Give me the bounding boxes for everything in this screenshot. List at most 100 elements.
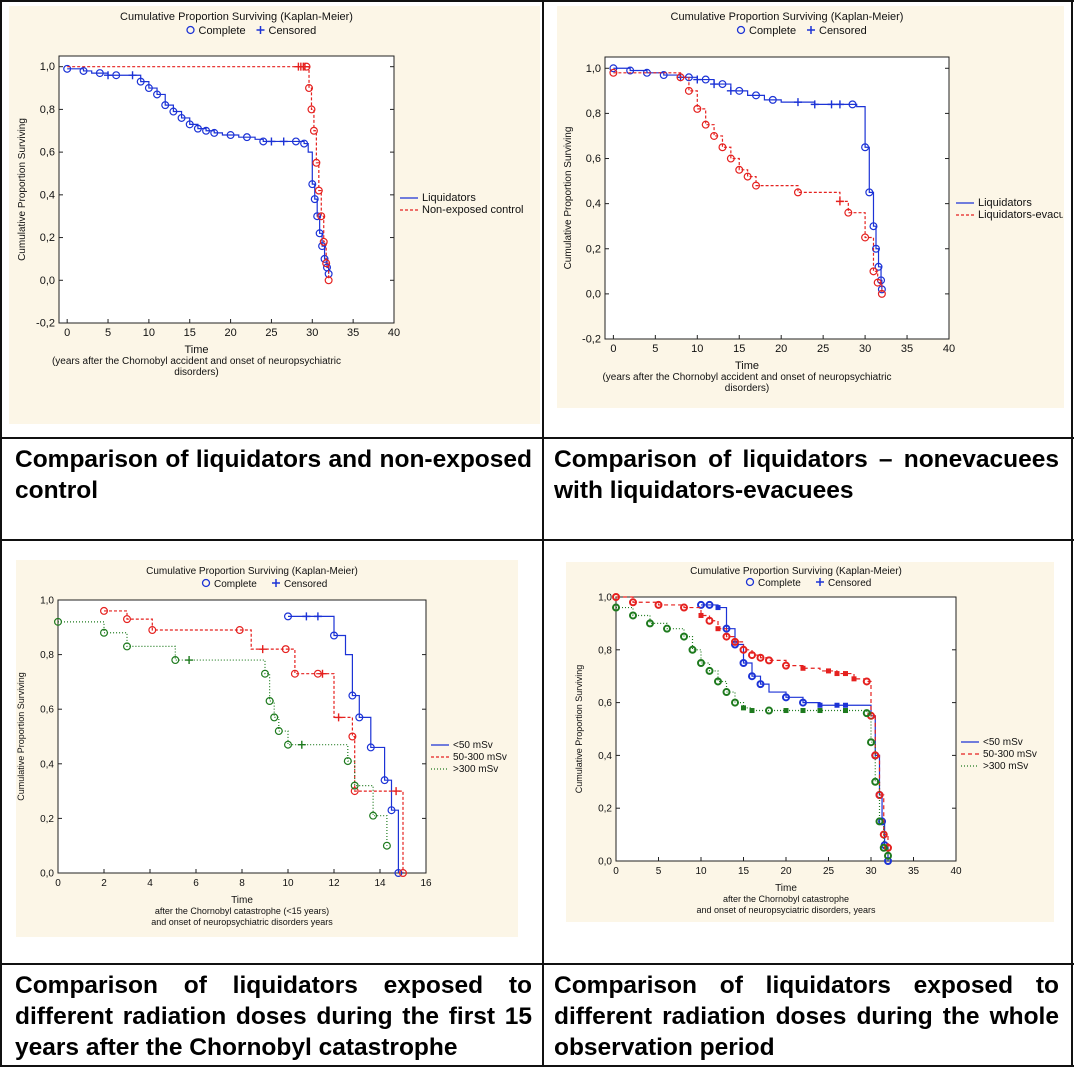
y-axis-label: Cumulative Proportion Surviving bbox=[563, 127, 574, 270]
grid-border-right bbox=[1071, 0, 1073, 1067]
legend-complete-label: Complete bbox=[749, 25, 796, 37]
x-axis-label-line: disorders) bbox=[174, 367, 218, 378]
complete-marker bbox=[320, 254, 329, 263]
complete-marker bbox=[609, 68, 618, 77]
x-tick-label: 15 bbox=[733, 343, 745, 355]
chart-panel-2: Cumulative Proportion Surviving (Kaplan-… bbox=[557, 6, 1064, 408]
grid-border-middle bbox=[542, 0, 544, 1067]
x-tick-label: 40 bbox=[950, 866, 962, 877]
y-axis-label: Cumulative Proportion Surviving bbox=[16, 672, 26, 801]
legend-censored-label: Censored bbox=[284, 579, 327, 590]
complete-marker bbox=[136, 77, 145, 86]
caption-3: Comparison of liquidators exposed to dif… bbox=[15, 972, 532, 1061]
complete-marker bbox=[684, 86, 693, 95]
complete-marker bbox=[748, 672, 756, 681]
censored-marker bbox=[749, 708, 755, 714]
legend-complete-marker bbox=[201, 578, 211, 588]
complete-marker bbox=[122, 642, 131, 651]
y-tick-label: 0,6 bbox=[598, 698, 612, 709]
x-tick-label: 0 bbox=[55, 878, 61, 889]
complete-marker bbox=[861, 233, 870, 242]
grid-border-top bbox=[0, 0, 1074, 2]
complete-marker bbox=[782, 661, 790, 670]
y-tick-label: 0,2 bbox=[40, 814, 54, 825]
plot-area bbox=[615, 596, 957, 862]
chart-title: Cumulative Proportion Surviving (Kaplan-… bbox=[146, 566, 358, 577]
complete-marker bbox=[752, 91, 761, 100]
complete-marker bbox=[63, 64, 72, 73]
marker-legend: Complete Censored bbox=[736, 25, 867, 37]
legend-label: Non-exposed control bbox=[422, 204, 524, 216]
x-tick-label: 40 bbox=[388, 327, 400, 339]
complete-marker bbox=[799, 698, 807, 707]
complete-marker bbox=[235, 626, 244, 635]
x-tick-label: 30 bbox=[306, 327, 318, 339]
complete-marker bbox=[259, 137, 268, 146]
chart-3-svg: Cumulative Proportion Surviving (Kaplan-… bbox=[16, 566, 507, 927]
legend-censored-marker bbox=[816, 578, 824, 586]
censored-marker bbox=[300, 62, 309, 71]
y-tick-label: 0,8 bbox=[40, 650, 54, 661]
x-tick-label: 35 bbox=[901, 343, 913, 355]
y-tick-label: 0,4 bbox=[598, 751, 612, 762]
complete-marker bbox=[99, 628, 108, 637]
x-tick-label: 0 bbox=[613, 866, 619, 877]
chart-title: Cumulative Proportion Surviving (Kaplan-… bbox=[690, 566, 902, 577]
complete-marker bbox=[366, 743, 375, 752]
complete-marker bbox=[676, 73, 685, 82]
complete-marker bbox=[161, 101, 170, 110]
series-line bbox=[58, 621, 388, 846]
complete-marker bbox=[869, 222, 878, 231]
censored-marker bbox=[318, 669, 327, 678]
censored-marker bbox=[267, 137, 276, 146]
complete-marker bbox=[748, 651, 756, 660]
y-tick-label: 0,8 bbox=[586, 108, 601, 120]
legend-complete-marker bbox=[736, 25, 746, 35]
censored-marker bbox=[843, 708, 848, 714]
complete-marker bbox=[680, 632, 688, 641]
complete-marker bbox=[612, 593, 620, 601]
censored-marker bbox=[817, 702, 823, 708]
y-axis-label: Cumulative Proportion Surviving bbox=[17, 118, 28, 261]
x-tick-label: 12 bbox=[328, 878, 340, 889]
complete-marker bbox=[680, 603, 688, 612]
complete-marker bbox=[122, 615, 131, 624]
complete-marker bbox=[862, 677, 871, 686]
complete-marker bbox=[355, 713, 364, 722]
censored-marker bbox=[834, 671, 840, 677]
x-tick-label: 35 bbox=[908, 866, 920, 877]
legend-censored-label: Censored bbox=[819, 25, 867, 37]
complete-marker bbox=[756, 653, 765, 662]
complete-marker bbox=[177, 113, 186, 122]
complete-marker bbox=[171, 656, 180, 665]
complete-marker bbox=[319, 237, 328, 246]
complete-marker bbox=[867, 738, 875, 747]
complete-marker bbox=[79, 66, 88, 75]
complete-marker bbox=[53, 617, 62, 626]
y-axis-label: Cumulative Proportion Surviving bbox=[574, 665, 584, 794]
grid-border-row2 bbox=[0, 539, 1074, 541]
censored-marker bbox=[715, 605, 721, 611]
chart-panel-4: Cumulative Proportion Surviving (Kaplan-… bbox=[566, 562, 1054, 922]
grid-border-row1 bbox=[0, 437, 1074, 439]
legend-complete-label: Complete bbox=[758, 578, 801, 589]
complete-marker bbox=[387, 806, 396, 815]
chart-panel-3: Cumulative Proportion Surviving (Kaplan-… bbox=[16, 560, 518, 937]
x-tick-label: 5 bbox=[652, 343, 658, 355]
complete-marker bbox=[705, 616, 714, 625]
x-tick-label: 35 bbox=[347, 327, 359, 339]
complete-marker bbox=[731, 637, 739, 646]
y-tick-label: 1,0 bbox=[40, 596, 54, 607]
y-tick-label: 0,2 bbox=[598, 804, 612, 815]
complete-marker bbox=[305, 84, 314, 93]
complete-marker bbox=[310, 195, 319, 204]
grid-border-left bbox=[0, 0, 2, 1067]
x-tick-label: 40 bbox=[943, 343, 955, 355]
complete-marker bbox=[739, 645, 748, 654]
x-tick-label: 10 bbox=[143, 327, 155, 339]
x-axis-label-line: Time bbox=[735, 360, 759, 372]
censored-marker bbox=[258, 645, 267, 654]
complete-marker bbox=[739, 659, 748, 667]
complete-marker bbox=[609, 64, 618, 73]
complete-marker bbox=[314, 186, 323, 195]
